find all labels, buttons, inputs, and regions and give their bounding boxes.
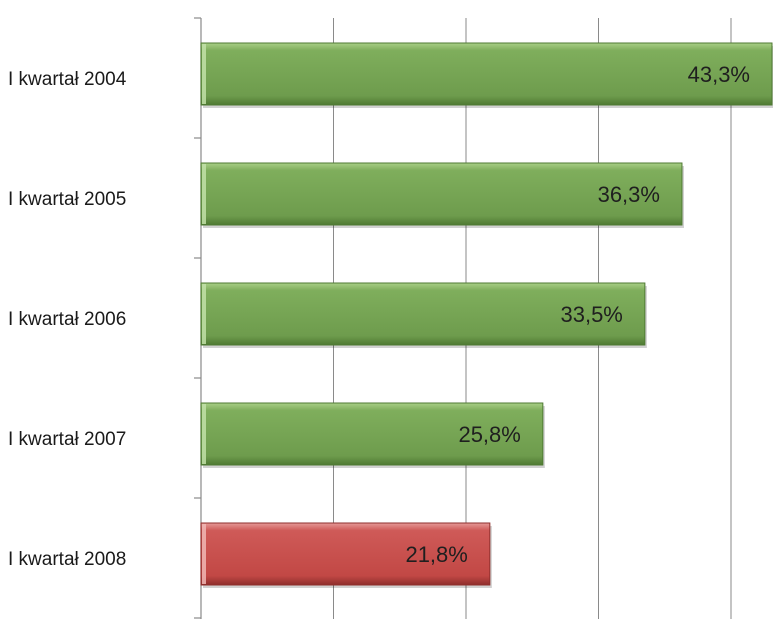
category-label: I kwartał 2008 [8,549,126,570]
category-label: I kwartał 2004 [8,69,127,90]
category-label: I kwartał 2006 [8,309,126,330]
bar-bevel [202,44,206,104]
data-label: 43,3% [688,62,750,87]
category-label: I kwartał 2007 [8,429,126,450]
bar [200,402,544,466]
data-label: 36,3% [598,182,660,207]
data-label: 25,8% [458,422,520,447]
bar [200,42,773,106]
bar-highlight [200,522,491,586]
data-label: 33,5% [560,302,622,327]
bar-bevel [202,404,206,464]
data-label: 21,8% [405,542,467,567]
bar-bevel [202,164,206,224]
bar-bevel [202,284,206,344]
bar [200,162,683,226]
bar-bevel [202,524,206,584]
bar [200,282,646,346]
category-label: I kwartał 2005 [8,189,126,210]
